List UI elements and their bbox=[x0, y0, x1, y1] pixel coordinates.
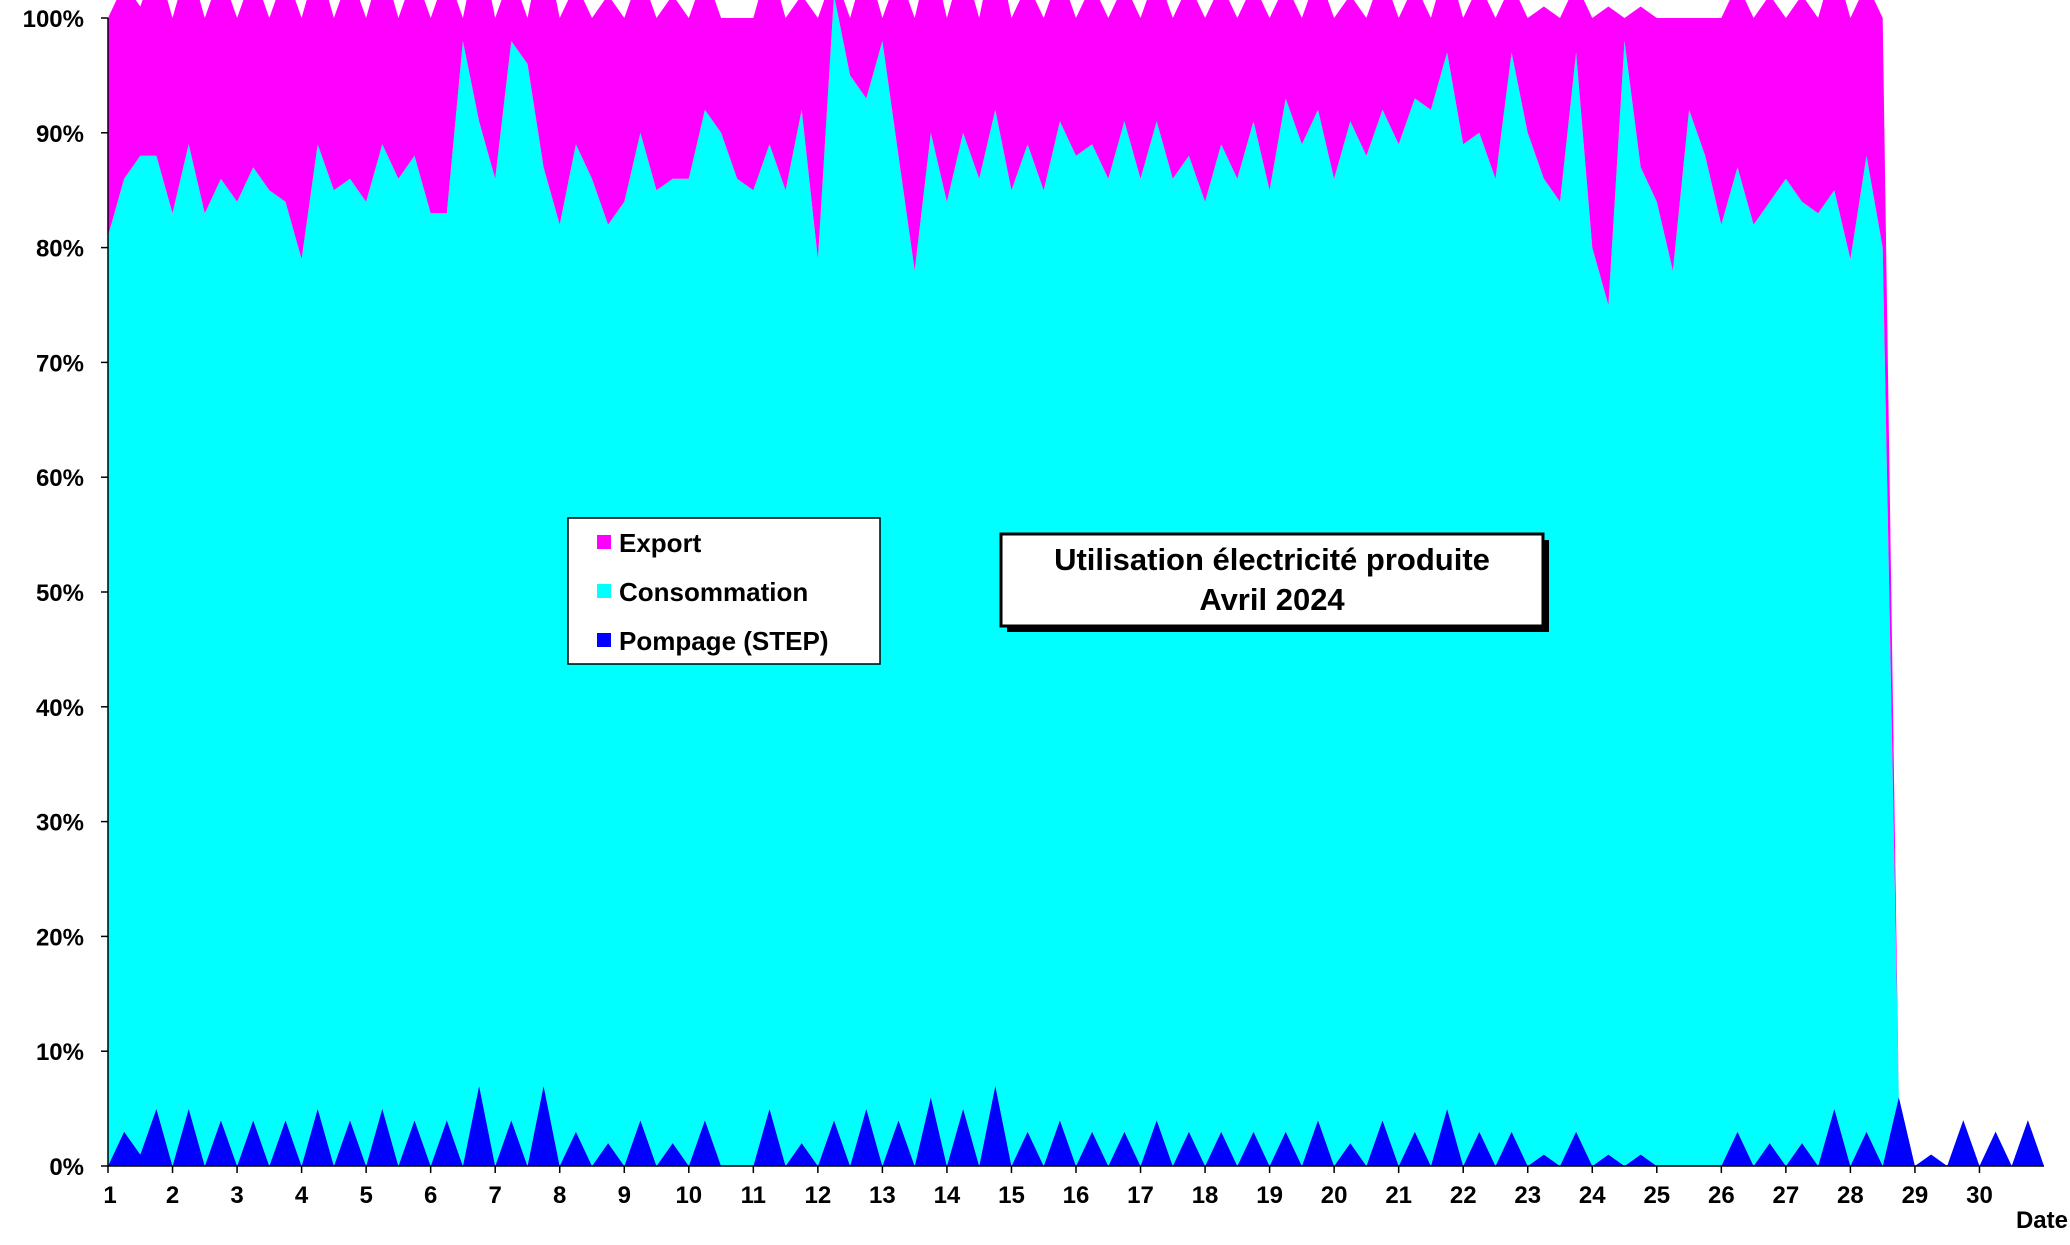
x-axis-title: Date bbox=[2016, 1207, 2068, 1234]
legend-box bbox=[567, 517, 881, 665]
y-tick-label: 100% bbox=[23, 6, 84, 33]
legend-label-export: Export bbox=[619, 528, 702, 558]
legend-swatch-pompage bbox=[597, 633, 611, 647]
x-tick-label: 16 bbox=[1063, 1182, 1090, 1209]
x-tick-label: 27 bbox=[1773, 1182, 1800, 1209]
x-tick-label: 5 bbox=[359, 1182, 372, 1209]
chart-title-line-2: Avril 2024 bbox=[1199, 582, 1345, 617]
x-tick-label: 14 bbox=[934, 1182, 961, 1209]
x-tick-label: 1 bbox=[103, 1182, 116, 1209]
x-tick-label: 24 bbox=[1579, 1182, 1606, 1209]
legend: Export Consommation Pompage (STEP) bbox=[567, 517, 881, 665]
x-tick-label: 4 bbox=[295, 1182, 309, 1209]
x-axis: 1 2 3 4 5 6 7 8 9 10 11 12 13 14 15 16 17 18 19 20 21 22 23 24 2… bbox=[103, 1165, 2044, 1209]
y-tick-label: 10% bbox=[36, 1039, 84, 1066]
x-tick-label: 12 bbox=[805, 1182, 832, 1209]
legend-label-pompage: Pompage (STEP) bbox=[619, 626, 828, 656]
x-tick-label: 26 bbox=[1708, 1182, 1735, 1209]
x-tick-label: 3 bbox=[230, 1182, 243, 1209]
y-tick-label: 70% bbox=[36, 350, 84, 377]
chart-title-box: Utilisation électricité produite Avril 2… bbox=[999, 532, 1549, 632]
legend-label-consommation: Consommation bbox=[619, 577, 808, 607]
y-tick-label: 40% bbox=[36, 695, 84, 722]
x-tick-label: 17 bbox=[1127, 1182, 1154, 1209]
area-series-2 bbox=[108, 0, 2044, 1166]
x-tick-label: 21 bbox=[1385, 1182, 1412, 1209]
x-tick-label: 11 bbox=[741, 1182, 766, 1209]
y-tick-label: 90% bbox=[36, 121, 84, 148]
x-tick-label: 29 bbox=[1902, 1182, 1929, 1209]
y-tick-label: 60% bbox=[36, 465, 84, 492]
y-tick-label: 0% bbox=[49, 1154, 84, 1181]
x-tick-label: 6 bbox=[424, 1182, 437, 1209]
x-tick-label: 2 bbox=[166, 1182, 179, 1209]
y-tick-label: 80% bbox=[36, 236, 84, 263]
x-tick-label: 23 bbox=[1514, 1182, 1541, 1209]
title-box bbox=[999, 532, 1545, 628]
legend-swatch-export bbox=[597, 535, 611, 549]
x-tick-label: 10 bbox=[675, 1182, 702, 1209]
x-tick-label: 8 bbox=[553, 1182, 566, 1209]
y-axis: 0% 10% 20% 30% 40% 50% 60% 70% 80% 90% 100% bbox=[23, 6, 109, 1181]
x-tick-label: 7 bbox=[489, 1182, 502, 1209]
y-tick-label: 50% bbox=[36, 580, 84, 607]
x-tick-label: 30 bbox=[1966, 1182, 1993, 1209]
chart-title-line-1: Utilisation électricité produite bbox=[1054, 542, 1490, 577]
y-tick-label: 20% bbox=[36, 924, 84, 951]
x-tick-label: 25 bbox=[1643, 1182, 1670, 1209]
x-tick-label: 15 bbox=[998, 1182, 1025, 1209]
x-tick-label: 18 bbox=[1192, 1182, 1219, 1209]
x-tick-label: 20 bbox=[1321, 1182, 1348, 1209]
x-tick-label: 22 bbox=[1450, 1182, 1477, 1209]
y-tick-label: 30% bbox=[36, 810, 84, 837]
legend-swatch-consommation bbox=[597, 584, 611, 598]
x-tick-label: 9 bbox=[618, 1182, 631, 1209]
x-tick-label: 13 bbox=[869, 1182, 896, 1209]
x-tick-label: 28 bbox=[1837, 1182, 1864, 1209]
x-tick-label: 19 bbox=[1256, 1182, 1283, 1209]
